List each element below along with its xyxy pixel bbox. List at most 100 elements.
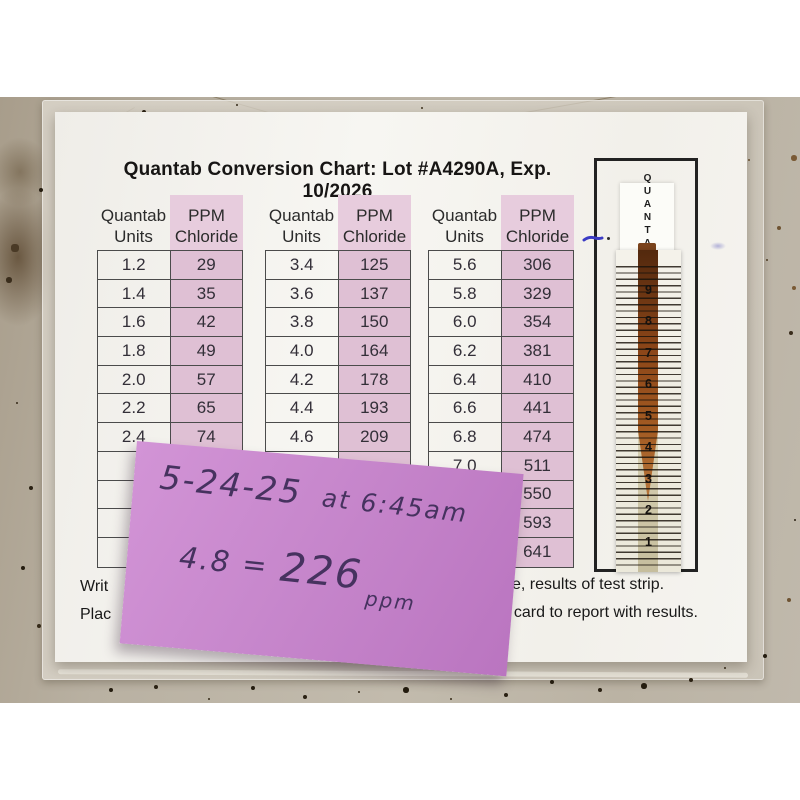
quantab-units-cell: 4.4	[266, 394, 339, 423]
table-row: 4.6 209	[266, 423, 410, 452]
quantab-units-cell: 6.6	[429, 394, 502, 423]
ppm-header: PPM Chloride	[501, 195, 574, 250]
quantab-units-cell: 4.6	[266, 423, 339, 451]
ppm-chloride-cell: 329	[501, 279, 573, 308]
table-row: 3.8 150	[266, 308, 410, 338]
pen-mark	[582, 232, 604, 244]
ppm-chloride-cell: 193	[338, 394, 410, 423]
quantab-units-cell: 2.2	[98, 394, 171, 423]
quantab-units-cell: 1.2	[98, 251, 171, 279]
strip-scale-number: 4	[645, 440, 652, 454]
ppm-chloride-cell: 178	[338, 365, 410, 394]
quantab-units-cell: 2.0	[98, 365, 171, 394]
quantab-units-cell: 6.0	[429, 308, 502, 337]
table-row: 3.6 137	[266, 279, 410, 309]
ppm-chloride-cell: 57	[170, 365, 242, 394]
quantab-units-cell: 3.4	[266, 251, 339, 279]
table-row: 1.8 49	[98, 337, 242, 366]
strip-scale-number: 2	[645, 503, 652, 517]
ppm-chloride-cell: 137	[338, 279, 410, 308]
ppm-chloride-cell: 164	[338, 337, 410, 365]
quantab-units-cell: 6.2	[429, 337, 502, 365]
ppm-chloride-cell: 354	[501, 308, 573, 337]
sticky-note: 5-24-25 at 6:45am 4.8 = 226 ppm	[119, 441, 524, 677]
header-label: Quantab	[431, 205, 498, 225]
ppm-chloride-cell: 125	[338, 251, 410, 279]
note-time: at 6:45am	[320, 483, 470, 529]
quantab-units-cell: 5.6	[429, 251, 502, 279]
quantab-units-cell: 6.8	[429, 423, 502, 451]
ppm-header: PPM Chloride	[338, 195, 411, 250]
table-row: 4.2 178	[266, 365, 410, 395]
strip-scale-number: 5	[645, 409, 652, 423]
units-header: Quantab Units	[97, 195, 170, 250]
ppm-header: PPM Chloride	[170, 195, 243, 250]
table-row: 4.0 164	[266, 337, 410, 366]
table-row: 6.8 474	[429, 423, 573, 452]
instruction-line2-left: Plac	[80, 606, 112, 623]
table-row: 1.2 29	[98, 251, 242, 280]
strip-scale-number: 7	[645, 346, 652, 360]
ppm-chloride-cell: 441	[501, 394, 573, 423]
table-row: 1.4 35	[98, 279, 242, 309]
header-label: Quantab	[268, 205, 335, 225]
header-label: PPM	[519, 205, 556, 225]
table-row: 1.6 42	[98, 308, 242, 338]
table-row: 3.4 125	[266, 251, 410, 280]
quantab-units-cell: 3.6	[266, 279, 339, 308]
strip-scale-number: 6	[645, 377, 652, 391]
note-result-unit: ppm	[363, 586, 417, 616]
table-row: 6.0 354	[429, 308, 573, 338]
table-row: 5.8 329	[429, 279, 573, 309]
note-result-line: 4.8 = 226 ppm	[176, 537, 420, 615]
test-strip-tab: QUANTAB	[620, 173, 674, 264]
quantab-brand-label: QUANTAB	[642, 172, 653, 264]
ppm-chloride-cell: 306	[501, 251, 573, 279]
ppm-chloride-cell: 381	[501, 337, 573, 365]
header-label: PPM	[356, 205, 393, 225]
header-label: Quantab	[100, 205, 167, 225]
conversion-table-3: Quantab Units PPM Chloride 5.6 306 5.8 329…	[428, 195, 574, 568]
table-row: 2.2 65	[98, 394, 242, 424]
test-strip-scale: 9 8 7 6 5 4 3 2 1	[616, 250, 681, 572]
table-row: 6.4 410	[429, 365, 573, 395]
note-date: 5-24-25	[157, 457, 305, 512]
surface-stain	[0, 137, 50, 207]
strip-scale-number: 8	[645, 314, 652, 328]
photo-area: Quantab Conversion Chart: Lot #A4290A, E…	[0, 97, 800, 703]
header-label: PPM	[188, 205, 225, 225]
quantab-units-cell: 3.8	[266, 308, 339, 337]
note-result-value: 226	[278, 544, 365, 599]
ppm-chloride-cell: 35	[170, 279, 242, 308]
ppm-chloride-cell: 65	[170, 394, 242, 423]
ppm-chloride-cell: 49	[170, 337, 242, 365]
background-texture	[0, 97, 2, 99]
table-row: 6.2 381	[429, 337, 573, 366]
header-label: Chloride	[505, 227, 570, 247]
header-label: Units	[445, 227, 484, 247]
ppm-chloride-cell: 410	[501, 365, 573, 394]
instruction-line1-right: e, results of test strip.	[512, 576, 665, 593]
quantab-units-cell: 1.8	[98, 337, 171, 365]
instruction-line2-right: f card to report with results.	[505, 604, 698, 621]
conversion-table-2: Quantab Units PPM Chloride 3.4 125 3.6 137…	[265, 195, 411, 568]
test-strip-wick	[638, 243, 656, 253]
quantab-units-cell: 4.0	[266, 337, 339, 365]
header-label: Chloride	[174, 227, 239, 247]
units-header: Quantab Units	[265, 195, 338, 250]
instruction-line1-left: Writ	[80, 578, 109, 595]
ppm-chloride-cell: 474	[501, 423, 573, 451]
table-row: 2.0 57	[98, 365, 242, 395]
table-header: Quantab Units PPM Chloride	[97, 195, 243, 250]
quantab-units-cell: 1.4	[98, 279, 171, 308]
table-row: 6.6 441	[429, 394, 573, 424]
quantab-units-cell: 1.6	[98, 308, 171, 337]
quantab-units-cell: 4.2	[266, 365, 339, 394]
header-label: Chloride	[342, 227, 407, 247]
quantab-units-cell: 5.8	[429, 279, 502, 308]
strip-scale-number: 9	[645, 283, 652, 297]
header-label: Units	[282, 227, 321, 247]
note-result-prefix: 4.8 =	[177, 540, 271, 584]
scale-ticks	[616, 266, 681, 566]
